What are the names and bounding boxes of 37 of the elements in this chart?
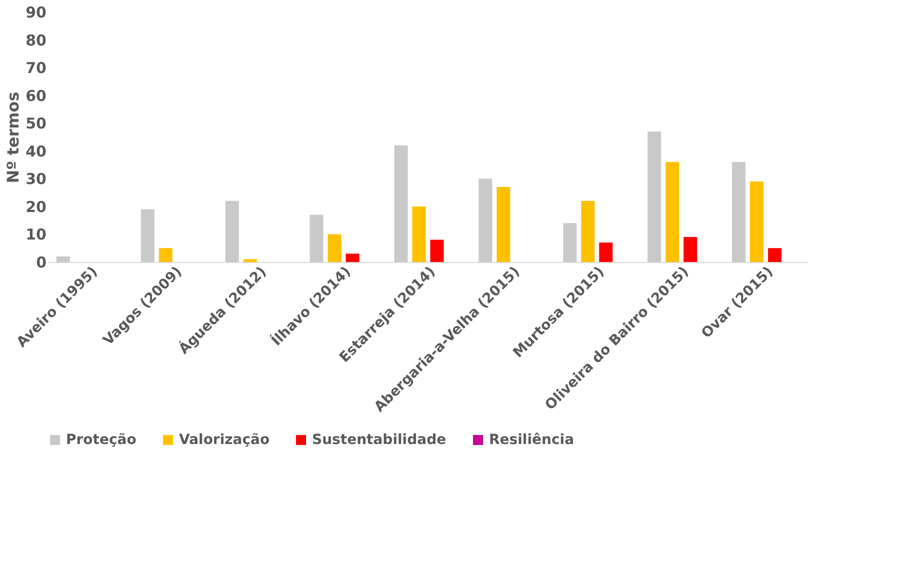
bar xyxy=(648,131,662,262)
bar xyxy=(158,248,172,262)
bar xyxy=(599,242,613,262)
bar xyxy=(750,181,764,262)
bar xyxy=(56,256,70,262)
bar xyxy=(225,200,239,262)
bar xyxy=(140,209,154,262)
y-tick-label: 0 xyxy=(36,254,46,272)
bar xyxy=(768,248,782,262)
bar xyxy=(310,214,324,262)
legend-label: Proteção xyxy=(66,432,137,448)
bar xyxy=(684,237,698,262)
bar xyxy=(478,178,492,262)
bar xyxy=(732,162,746,262)
bar xyxy=(581,200,595,262)
legend-label: Valorização xyxy=(179,432,270,448)
y-tick-label: 90 xyxy=(26,4,46,22)
y-tick-label: 40 xyxy=(26,142,46,160)
bar xyxy=(430,240,444,262)
bar xyxy=(394,145,408,262)
legend-label: Sustentabilidade xyxy=(312,432,446,448)
bar xyxy=(563,223,577,262)
bar xyxy=(412,206,426,262)
y-tick-label: 60 xyxy=(26,86,46,105)
legend-label: Resiliência xyxy=(489,432,574,448)
bar xyxy=(346,254,360,262)
bar xyxy=(328,234,342,262)
y-tick-label: 10 xyxy=(26,226,46,244)
y-tick-label: 50 xyxy=(26,114,46,133)
bar xyxy=(666,162,680,262)
y-tick-label: 70 xyxy=(26,59,46,78)
y-tick-label: 30 xyxy=(26,170,46,188)
bar xyxy=(496,187,510,262)
y-tick-label: 80 xyxy=(26,31,46,50)
y-tick-label: 20 xyxy=(26,198,46,216)
y-axis-title: Nº termos xyxy=(4,92,23,184)
bar xyxy=(243,259,257,262)
